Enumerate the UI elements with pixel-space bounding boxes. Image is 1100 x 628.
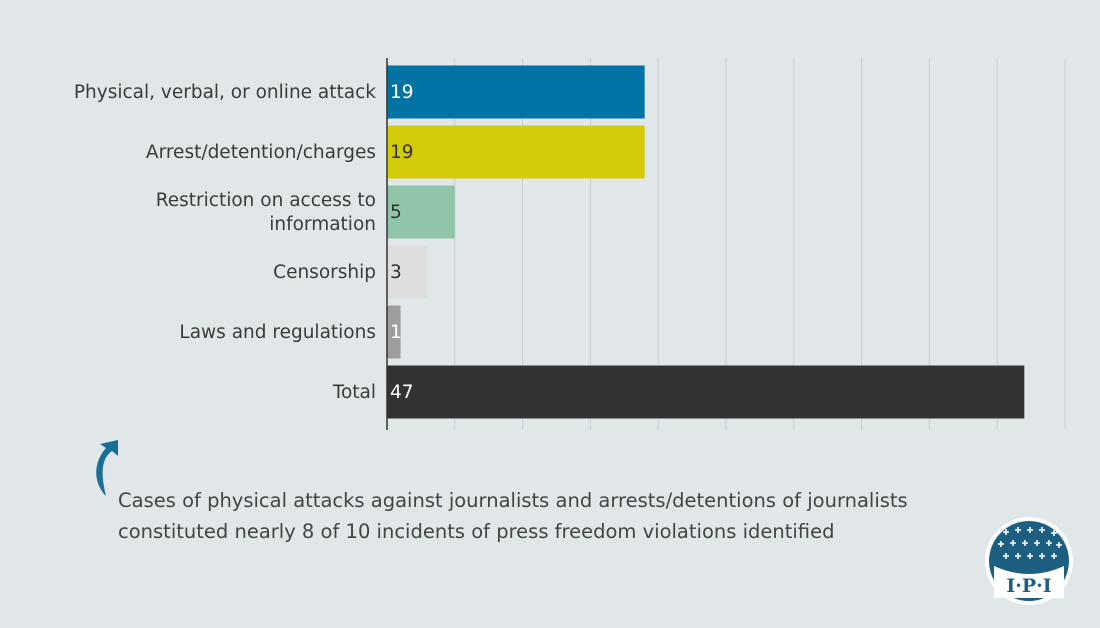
category-label: Censorship — [273, 262, 376, 283]
value-label: 3 — [390, 262, 402, 283]
bar — [387, 305, 401, 359]
bar — [387, 65, 645, 119]
category-label: Arrest/detention/charges — [146, 142, 376, 163]
category-labels: Physical, verbal, or online attack Arrest… — [74, 82, 376, 403]
category-label: Laws and regulations — [179, 322, 376, 343]
bar — [387, 185, 455, 239]
chart-note: Cases of physical attacks against journa… — [118, 489, 908, 543]
value-label: 19 — [390, 142, 414, 163]
value-label: 5 — [390, 202, 402, 223]
category-label: Total — [332, 382, 376, 403]
ipi-logo: I·P·I — [985, 517, 1073, 605]
grid-lines — [454, 58, 1066, 430]
bar — [387, 365, 1025, 419]
bar — [387, 245, 428, 299]
value-label: 47 — [390, 382, 414, 403]
logo-text: I·P·I — [1006, 575, 1051, 597]
value-labels: 19 19 5 3 1 47 — [390, 82, 414, 403]
curved-arrow-icon — [96, 440, 118, 496]
bar — [387, 125, 645, 179]
bars — [387, 65, 1025, 419]
category-label: Physical, verbal, or online attack — [74, 82, 376, 103]
value-label: 1 — [390, 322, 402, 343]
category-label: Restriction on access to information — [156, 190, 376, 235]
value-label: 19 — [390, 82, 414, 103]
